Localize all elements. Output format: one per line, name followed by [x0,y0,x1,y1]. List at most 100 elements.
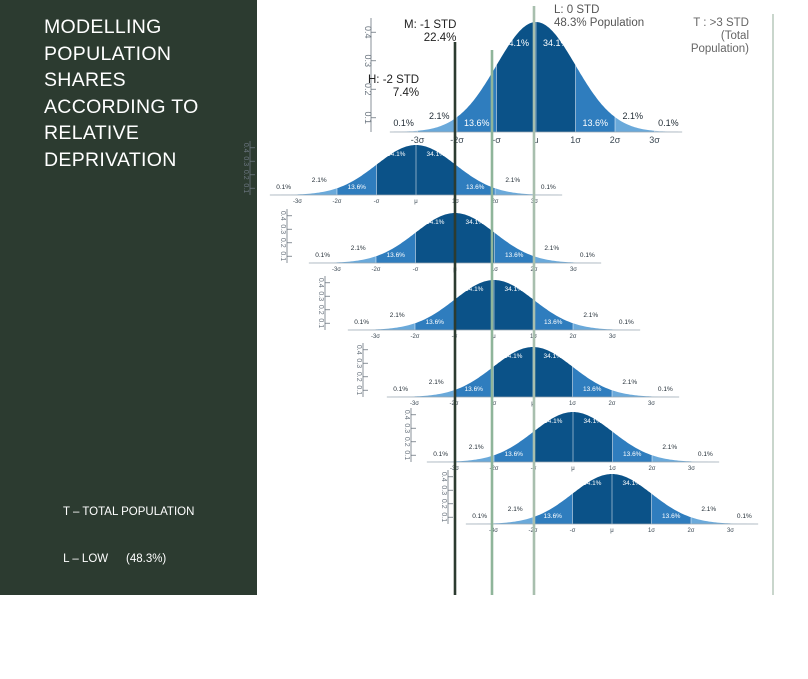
pct-outer: 0.1% [580,252,595,259]
sigma-tick-label: -σ [570,528,576,534]
pct-center: 34.1% [583,480,602,487]
label-medium-line2: 22.4% [423,32,457,44]
legend-key: L – LOW [63,553,109,566]
y-tick-label: 0.1 [242,183,249,193]
sigma-tick-label: -2σ [410,334,419,340]
pct-outer: 0.1% [541,184,556,191]
pct-outer: 0.1% [472,513,487,520]
pct-tail: 2.1% [390,312,405,319]
sigma-tick-label: 1σ [609,466,616,472]
band-mid [337,164,377,195]
legend-key: H – HIGH [63,647,114,660]
bell-curve: 0.40.30.20.1-3σ-2σ-σμ1σ2σ3σ34.1%34.1%13.… [242,141,563,205]
pct-tail: 2.1% [429,379,444,386]
y-tick-label: 0.1 [363,111,373,124]
pct-center: 34.1% [544,353,563,360]
band-mid [612,431,652,462]
pct-mid: 13.6% [348,184,367,191]
y-tick-label: 0.1 [440,512,447,522]
band-tail [297,188,337,195]
pct-mid: 13.6% [505,252,524,259]
legend-item-high: H – HIGH ( 7.4%) [44,631,194,678]
pct-tail: 2.1% [623,111,644,121]
band-mid [454,366,494,397]
sigma-tick-label: -2σ [371,267,380,273]
pct-center: 34.1% [387,151,406,158]
y-tick-label: 0.4 [440,472,447,482]
y-tick-label: 0.1 [403,450,410,460]
band-tail [534,256,574,263]
pct-center: 34.1% [505,286,524,293]
pct-mid: 13.6% [387,252,406,259]
band-center [376,145,416,195]
band-tail [454,455,494,462]
sigma-tick-label: μ [610,528,614,534]
pct-mid: 13.6% [465,386,484,393]
slide-title: MODELLING POPULATION SHARES ACCORDING TO… [44,16,199,171]
label-medium-line1: M: -1 STD [404,19,457,31]
pct-center: 34.1% [584,418,603,425]
label-high-line1: H: -2 STD [368,74,420,86]
band-mid [376,232,416,263]
band-center [496,22,536,132]
pct-center: 34.1% [465,286,484,293]
y-tick-label: 0.1 [279,251,286,261]
sigma-tick-label: -2σ [332,199,341,205]
band-mid [575,65,615,132]
y-tick-label: 0.4 [403,410,410,420]
label-total-line2: (Total [720,30,749,42]
pct-tail: 2.1% [351,245,366,252]
band-mid [572,366,612,397]
sigma-tick-label: -σ [491,401,497,407]
y-tick-label: 0.1 [355,385,362,395]
bell-curve: 0.40.30.20.1-3σ-2σ-σμ1σ2σ3σ34.1%34.1%13.… [317,276,641,340]
pct-tail: 2.1% [701,506,716,513]
sigma-tick-label: 1σ [569,401,576,407]
band-tail [691,517,731,524]
sigma-tick-label: 2σ [648,466,655,472]
sigma-tick-label: 2σ [610,135,621,145]
pct-tail: 2.1% [583,312,598,319]
band-mid [533,299,573,330]
y-tick-label: 0.2 [242,170,249,180]
band-center [533,347,573,397]
sigma-tick-label: μ [414,199,418,205]
threshold-lines [453,6,774,595]
band-center [494,280,534,330]
pct-mid: 13.6% [544,513,563,520]
sigma-tick-label: μ [492,334,496,340]
distribution-diagram: 0.4 0.3 0.2 0.1 -3σ -2σ -σ μ 1σ 2σ 3σ 34.1% 34.1% 13.… [242,6,774,595]
sigma-tick-label: -σ [413,267,419,273]
pct-outer: 0.1% [658,118,679,128]
legend-key: M – MEDIUM [63,600,133,613]
sigma-tick-label: -3σ [371,334,380,340]
y-tick-label: 0.3 [440,485,447,495]
y-tick-label: 0.3 [317,291,324,301]
band-center [573,412,613,462]
pct-outer: 0.1% [393,386,408,393]
y-tick-label: 0.2 [440,499,447,509]
y-tick-label: 0.2 [403,437,410,447]
pct-center: 34.1% [543,38,569,48]
pct-outer: 0.1% [698,451,713,458]
y-tick-label: 0.3 [403,423,410,433]
y-tick-label: 0.2 [363,83,373,96]
sigma-tick-label: 3σ [727,528,734,534]
sigma-tick-label: μ [533,135,538,145]
label-low: L: 0 STD 48.3% Population [554,4,644,30]
band-tail [417,117,457,132]
y-tick-label: 0.3 [363,54,373,67]
sigma-tick-label: -σ [374,199,380,205]
sigma-tick-label: -3σ [489,528,498,534]
y-tick-label: 0.3 [242,156,249,166]
label-total-line1: T : >3 STD [693,17,749,29]
pct-outer: 0.1% [619,319,634,326]
band-center [415,213,455,263]
pct-mid: 13.6% [505,451,524,458]
y-tick-label: 0.4 [279,211,286,221]
sigma-tick-label: μ [571,466,575,472]
sigma-tick-label: 2σ [687,528,694,534]
pct-center: 34.1% [623,480,642,487]
y-tick-label: 0.4 [363,26,373,39]
pct-center: 34.1% [544,418,563,425]
